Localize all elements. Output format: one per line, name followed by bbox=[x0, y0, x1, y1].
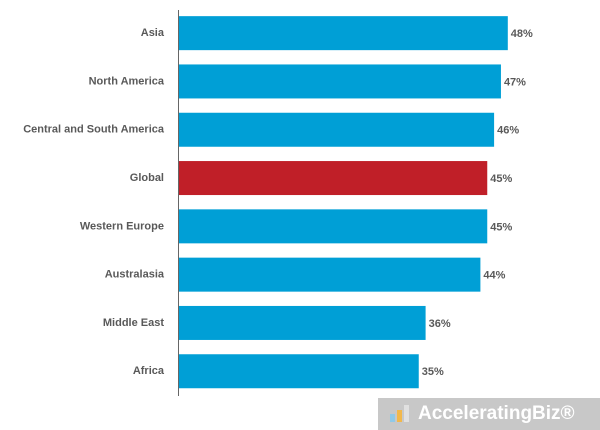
bar bbox=[179, 16, 508, 51]
value-label: 45% bbox=[490, 173, 512, 185]
y-tick-label: Global bbox=[130, 172, 164, 184]
bar bbox=[179, 161, 488, 196]
watermark: AcceleratingBiz® bbox=[418, 403, 575, 424]
bar bbox=[179, 64, 501, 99]
y-tick-label: Central and South America bbox=[23, 124, 165, 136]
value-label: 45% bbox=[490, 221, 512, 233]
bar bbox=[179, 257, 481, 292]
y-tick-label: Middle East bbox=[103, 317, 164, 329]
watermark-icon bbox=[397, 410, 402, 422]
watermark-icon bbox=[390, 414, 395, 422]
watermark-icon bbox=[404, 405, 409, 422]
watermark-box bbox=[378, 398, 600, 430]
value-label: 48% bbox=[511, 28, 533, 40]
y-tick-label: North America bbox=[89, 75, 165, 87]
y-tick-label: Africa bbox=[133, 365, 165, 377]
bar bbox=[179, 305, 426, 340]
bar bbox=[179, 112, 495, 147]
value-label: 36% bbox=[429, 318, 451, 330]
y-tick-label: Western Europe bbox=[80, 220, 164, 232]
value-label: 35% bbox=[422, 366, 444, 378]
value-label: 47% bbox=[504, 76, 526, 88]
value-label: 46% bbox=[497, 125, 519, 137]
bar bbox=[179, 209, 488, 244]
bar bbox=[179, 354, 419, 389]
y-tick-label: Asia bbox=[141, 27, 165, 39]
value-label: 44% bbox=[483, 270, 505, 282]
y-tick-label: Australasia bbox=[105, 269, 165, 281]
